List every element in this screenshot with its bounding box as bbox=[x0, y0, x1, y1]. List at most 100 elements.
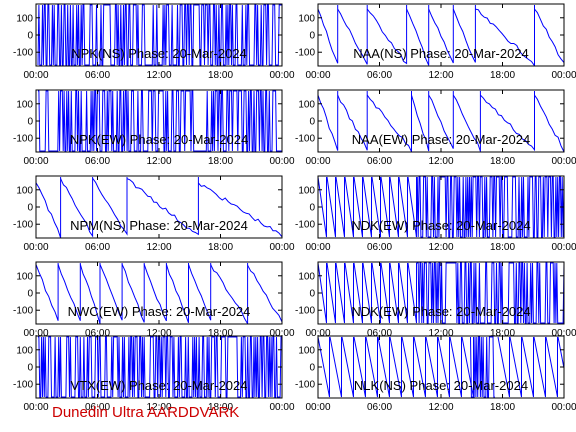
chart-panel: 100 0 -100 00:00 06:00 12:00 18:00 00:00 NPK(EW)… bbox=[13, 89, 295, 167]
y-tick-label: 100 bbox=[298, 271, 315, 282]
y-tick-label: 100 bbox=[298, 13, 315, 24]
series-line bbox=[337, 5, 368, 65]
x-tick-label: 18:00 bbox=[490, 70, 515, 81]
y-tick-label: 0 bbox=[309, 363, 315, 374]
series-line bbox=[318, 5, 339, 64]
series-line bbox=[366, 5, 408, 65]
series-line bbox=[470, 336, 495, 398]
chart-panel: 100 0 -100 00:00 06:00 12:00 18:00 00:00 NDK(EW)… bbox=[295, 261, 576, 339]
y-tick-label: 100 bbox=[16, 13, 33, 24]
x-tick-label: 18:00 bbox=[490, 242, 515, 253]
x-tick-label: 00:00 bbox=[305, 402, 330, 413]
series-line bbox=[534, 91, 564, 152]
x-tick-label: 12:00 bbox=[428, 402, 453, 413]
series-line bbox=[37, 4, 282, 66]
series-line bbox=[99, 263, 123, 321]
x-tick-label: 12:00 bbox=[146, 156, 171, 167]
series-line bbox=[406, 5, 430, 66]
x-tick-label: 18:00 bbox=[208, 242, 233, 253]
y-tick-label: 100 bbox=[16, 99, 33, 110]
y-tick-label: 0 bbox=[309, 31, 315, 42]
x-tick-label: 12:00 bbox=[428, 242, 453, 253]
x-tick-label: 00:00 bbox=[23, 70, 48, 81]
x-tick-label: 18:00 bbox=[490, 402, 515, 413]
chart-panel: 100 0 -100 00:00 06:00 12:00 18:00 00:00 NPM(NS)… bbox=[13, 175, 295, 253]
footer-caption: Dunedin Ultra AARDDVARK bbox=[52, 404, 240, 421]
x-tick-label: 00:00 bbox=[305, 70, 330, 81]
x-tick-label: 00:00 bbox=[269, 156, 294, 167]
trace-group bbox=[318, 262, 564, 324]
chart-panel: 100 0 -100 00:00 06:00 12:00 18:00 00:00 NAA(EW)… bbox=[295, 89, 576, 167]
chart-title: NLK(NS) Phase: 20-Mar-2024 bbox=[354, 378, 528, 393]
y-tick-label: 0 bbox=[309, 289, 315, 300]
y-tick-label: 100 bbox=[298, 345, 315, 356]
chart-panel: 100 0 -100 00:00 06:00 12:00 18:00 00:00 NLK(NS)… bbox=[295, 335, 576, 413]
x-tick-label: 06:00 bbox=[85, 328, 110, 339]
x-tick-label: 12:00 bbox=[428, 328, 453, 339]
y-tick-label: -100 bbox=[13, 48, 33, 59]
trace-group bbox=[318, 5, 564, 66]
series-line bbox=[143, 263, 167, 322]
x-tick-label: 00:00 bbox=[305, 242, 330, 253]
series-line bbox=[247, 263, 282, 323]
x-tick-label: 12:00 bbox=[428, 156, 453, 167]
series-line bbox=[452, 5, 476, 63]
x-tick-label: 00:00 bbox=[305, 328, 330, 339]
series-line bbox=[79, 263, 101, 324]
x-tick-label: 00:00 bbox=[23, 156, 48, 167]
x-tick-label: 00:00 bbox=[23, 402, 48, 413]
y-tick-label: 100 bbox=[16, 345, 33, 356]
series-line bbox=[411, 91, 430, 152]
chart-title: NAA(EW) Phase: 20-Mar-2024 bbox=[352, 132, 530, 147]
chart-panel: 100 0 -100 00:00 06:00 12:00 18:00 00:00 NPK(NS)… bbox=[13, 3, 295, 81]
chart-title: VTX(EW) Phase: 20-Mar-2024 bbox=[70, 378, 247, 393]
x-tick-label: 06:00 bbox=[85, 242, 110, 253]
y-tick-label: 0 bbox=[309, 203, 315, 214]
x-tick-label: 12:00 bbox=[146, 402, 171, 413]
y-tick-label: -100 bbox=[295, 306, 315, 317]
x-tick-label: 18:00 bbox=[208, 70, 233, 81]
trace-group bbox=[38, 336, 282, 398]
x-tick-label: 18:00 bbox=[208, 328, 233, 339]
y-tick-label: -100 bbox=[295, 134, 315, 145]
series-line bbox=[318, 176, 417, 238]
series-line bbox=[318, 91, 339, 151]
x-tick-label: 00:00 bbox=[269, 242, 294, 253]
x-tick-label: 06:00 bbox=[367, 156, 392, 167]
series-line bbox=[534, 5, 564, 64]
chart-panel: 100 0 -100 00:00 06:00 12:00 18:00 00:00 NDK(EW)… bbox=[295, 175, 576, 253]
y-tick-label: 0 bbox=[27, 363, 33, 374]
x-tick-label: 06:00 bbox=[367, 328, 392, 339]
chart-title: NPK(EW) Phase: 20-Mar-2024 bbox=[70, 132, 248, 147]
x-tick-label: 12:00 bbox=[428, 70, 453, 81]
x-tick-label: 00:00 bbox=[269, 402, 294, 413]
trace-group bbox=[36, 177, 282, 238]
series-line bbox=[188, 263, 212, 321]
y-tick-label: 0 bbox=[27, 31, 33, 42]
y-tick-label: 100 bbox=[16, 271, 33, 282]
trace-group bbox=[36, 263, 282, 324]
series-line bbox=[165, 263, 189, 323]
series-line bbox=[475, 5, 535, 66]
x-tick-label: 06:00 bbox=[85, 70, 110, 81]
chart-title: NWC(EW) Phase: 20-Mar-2024 bbox=[68, 304, 251, 319]
x-tick-label: 00:00 bbox=[551, 328, 576, 339]
y-tick-label: -100 bbox=[13, 220, 33, 231]
x-tick-label: 18:00 bbox=[490, 156, 515, 167]
x-tick-label: 00:00 bbox=[269, 70, 294, 81]
y-tick-label: 0 bbox=[27, 203, 33, 214]
x-tick-label: 06:00 bbox=[85, 402, 110, 413]
y-tick-label: -100 bbox=[13, 380, 33, 391]
y-tick-label: -100 bbox=[295, 220, 315, 231]
x-tick-label: 00:00 bbox=[305, 156, 330, 167]
x-tick-label: 18:00 bbox=[208, 156, 233, 167]
chart-title: NPM(NS) Phase: 20-Mar-2024 bbox=[70, 218, 248, 233]
chart-panel: 100 0 -100 00:00 06:00 12:00 18:00 00:00 NAA(NS)… bbox=[295, 3, 576, 81]
series-line bbox=[36, 177, 62, 238]
chart-title: NDK(EW) Phase: 20-Mar-2024 bbox=[351, 304, 530, 319]
chart-title: NDK(EW) Phase: 20-Mar-2024 bbox=[351, 218, 530, 233]
x-tick-label: 18:00 bbox=[208, 402, 233, 413]
series-line bbox=[452, 91, 481, 152]
x-tick-label: 12:00 bbox=[146, 328, 171, 339]
